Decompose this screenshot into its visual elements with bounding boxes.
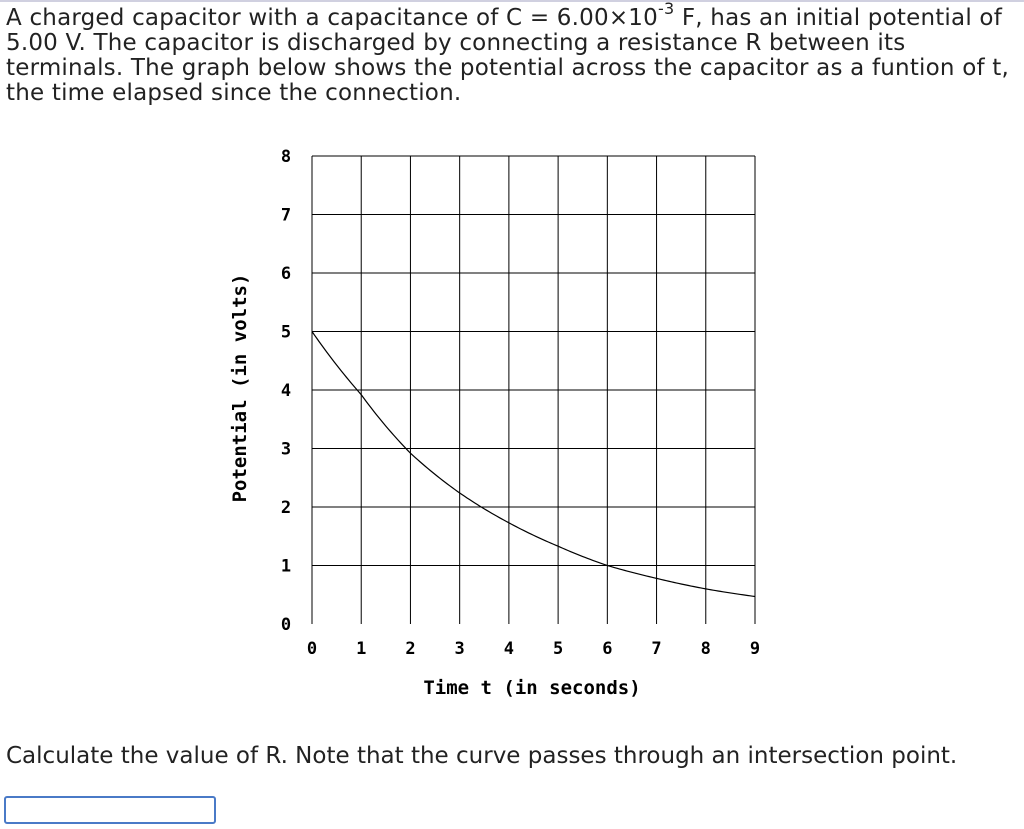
y-tick-label: 0	[281, 615, 291, 635]
question-text: Calculate the value of R. Note that the …	[6, 743, 958, 769]
x-tick-label: 5	[553, 639, 563, 659]
problem-statement: A charged capacitor with a capacitance o…	[6, 1, 1016, 106]
y-tick-label: 5	[281, 323, 291, 343]
x-tick-label: 6	[602, 639, 612, 659]
y-tick-label: 4	[281, 381, 291, 401]
x-tick-label: 3	[455, 639, 465, 659]
x-tick-label: 1	[356, 639, 366, 659]
problem-text-end: F, has an initial potential of 5.00 V. T…	[6, 5, 1009, 106]
answer-input[interactable]	[4, 796, 216, 824]
series-curve	[311, 331, 756, 598]
y-tick-label: 8	[281, 147, 291, 167]
x-tick-label: 0	[307, 639, 317, 659]
x-tick-label: 7	[651, 639, 661, 659]
y-tick-label: 1	[281, 557, 291, 577]
y-axis-label: Potential (in volts)	[229, 274, 251, 503]
x-axis-label: Time t (in seconds)	[423, 677, 640, 699]
y-tick-label: 2	[281, 498, 291, 518]
x-tick-label: 9	[750, 639, 760, 659]
x-tick-label: 8	[701, 639, 711, 659]
x-tick-label: 4	[504, 639, 514, 659]
y-tick-label: 6	[281, 264, 291, 284]
problem-text-start: A charged capacitor with a capacitance o…	[6, 5, 658, 31]
y-tick-label: 3	[281, 440, 291, 460]
y-tick-label: 7	[281, 206, 291, 226]
top-divider	[0, 0, 1024, 2]
problem-exponent: -3	[657, 0, 675, 19]
x-tick-label: 2	[405, 639, 415, 659]
